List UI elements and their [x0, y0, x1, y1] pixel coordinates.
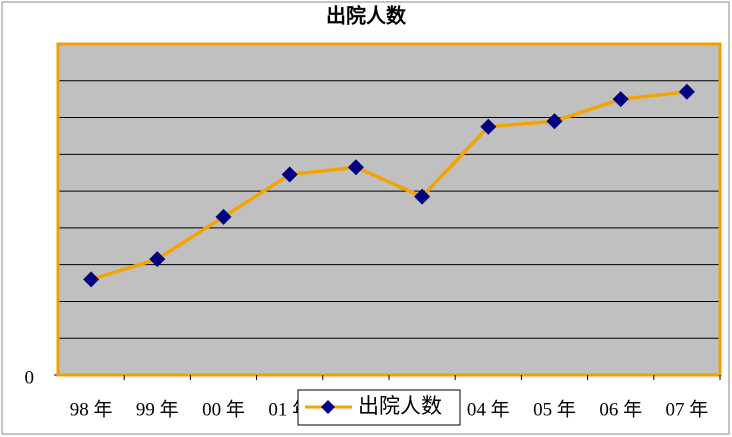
line-series: [90, 90, 688, 282]
x-tick-label: 99 年: [136, 398, 179, 420]
x-tick-label: 05 年: [533, 398, 576, 420]
data-marker: [546, 113, 563, 130]
plot-background: [58, 44, 720, 375]
x-tick-label: 98 年: [70, 398, 113, 420]
data-marker: [414, 188, 431, 205]
x-tick-label: 04 年: [467, 398, 510, 420]
y-tick-label: 0: [25, 367, 35, 388]
x-tick-label: 07 年: [666, 398, 709, 420]
legend-marker: [321, 400, 335, 414]
data-marker: [215, 208, 232, 225]
legend-box: [297, 389, 461, 426]
data-marker: [347, 159, 364, 176]
chart-title: 出院人数: [326, 4, 407, 28]
data-marker: [281, 166, 298, 183]
plot-area: 098 年 99 年 00 年 01 年 04 年 05 年 06 年 07 年: [25, 42, 722, 420]
data-marker: [612, 91, 629, 108]
data-marker: [480, 118, 497, 135]
legend-label: 出院人数: [358, 394, 442, 418]
x-tick-label: 06 年: [599, 398, 642, 420]
data-marker: [149, 251, 166, 268]
data-marker: [678, 83, 695, 100]
legend: 出院人数: [297, 389, 461, 426]
data-marker: [83, 271, 100, 288]
x-tick-label: 00 年: [202, 398, 245, 420]
